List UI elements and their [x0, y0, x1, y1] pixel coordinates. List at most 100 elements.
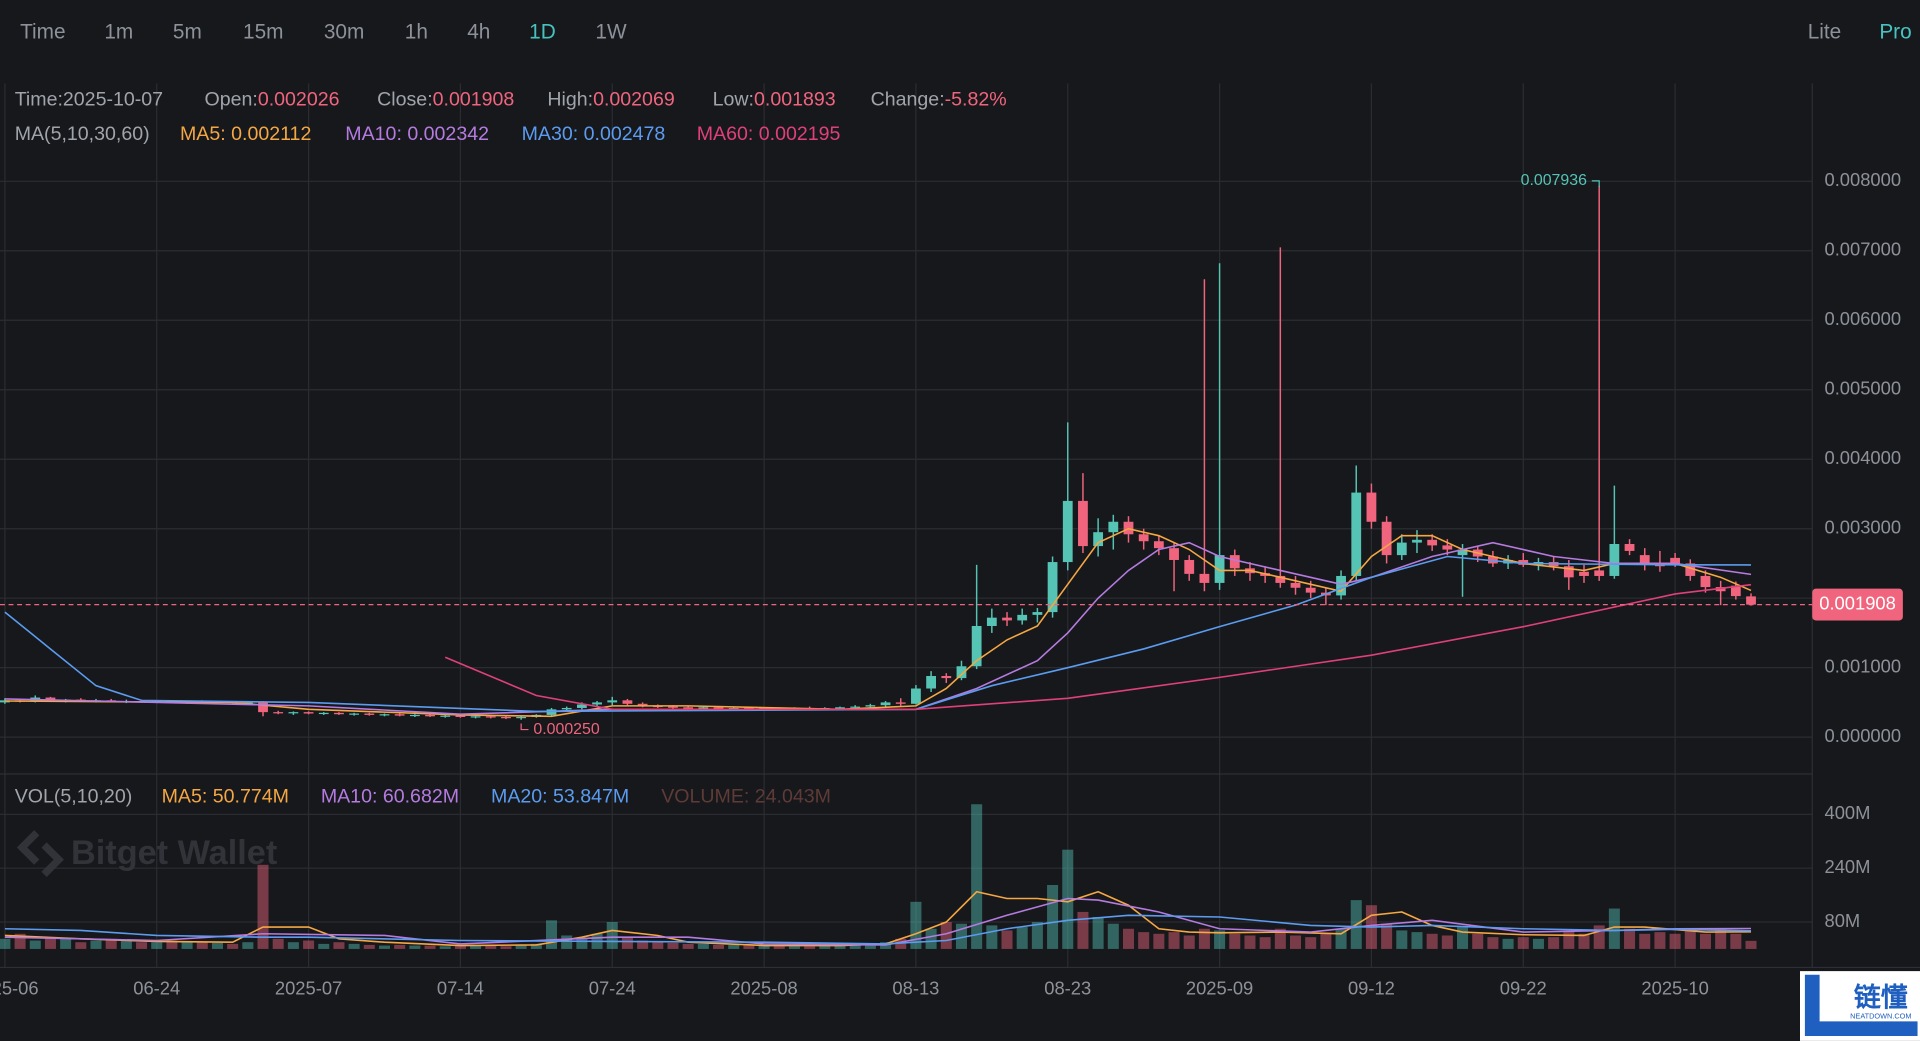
volume-bar — [227, 943, 239, 949]
candle-body — [941, 676, 952, 679]
info-label: Time: — [15, 89, 63, 111]
candle-body — [334, 712, 344, 715]
interval-tab[interactable]: 1m — [104, 21, 133, 44]
interval-tab[interactable]: 5m — [173, 21, 202, 44]
y-tick-label: 0.003000 — [1824, 517, 1901, 538]
y-tick-label: 80M — [1824, 910, 1860, 931]
info-item: Change:-5.82% — [871, 89, 1007, 111]
candle-body — [637, 703, 648, 706]
candle-body — [561, 707, 572, 710]
candle-body — [911, 688, 921, 704]
candle-body — [895, 702, 906, 704]
volume-bar — [60, 938, 72, 949]
candle-body — [926, 676, 936, 689]
volume-bar — [637, 940, 649, 949]
candle-body — [1609, 543, 1620, 576]
volume-bar — [546, 920, 558, 949]
volume-bar — [788, 946, 800, 949]
candle-body — [425, 714, 435, 717]
volume-bar — [1532, 938, 1544, 949]
volume-bar — [1122, 928, 1134, 949]
interval-tab[interactable]: Time — [20, 21, 65, 44]
mode-tab[interactable]: Lite — [1808, 21, 1842, 44]
interval-tab[interactable]: 30m — [324, 21, 364, 44]
volume-bar — [454, 945, 466, 949]
volume-bar — [1472, 933, 1484, 949]
volume-bar — [90, 940, 102, 949]
watermark-text: Bitget Wallet — [71, 834, 277, 872]
candle-body — [607, 700, 618, 703]
volume-bar — [136, 942, 148, 949]
volume-current: VOLUME: 24.043M — [661, 785, 831, 807]
interval-tab[interactable]: 15m — [243, 21, 283, 44]
interval-tab[interactable]: 1D — [529, 21, 556, 44]
candle-body — [1214, 555, 1225, 583]
info-value: 0.001908 — [433, 89, 515, 111]
volume-bar — [0, 938, 11, 949]
info-label: Open: — [204, 89, 257, 111]
y-tick-label: 0.006000 — [1824, 308, 1901, 329]
info-value: 0.002026 — [258, 89, 340, 111]
interval-tab[interactable]: 1W — [595, 21, 627, 44]
candle-body — [1351, 492, 1362, 576]
volume-bar — [394, 944, 406, 949]
interval-tab[interactable]: 1h — [405, 21, 428, 44]
candle-body — [698, 707, 709, 709]
candle-body — [516, 716, 527, 719]
candle-body — [1730, 585, 1741, 597]
logo-mark — [1804, 974, 1918, 1037]
volume-bar — [1684, 930, 1696, 949]
volume-bar — [1441, 935, 1453, 949]
x-tick-label: 2025-08 — [730, 977, 797, 998]
candle-body — [394, 714, 405, 716]
x-tick-label: 06-24 — [133, 977, 180, 998]
info-label: Close: — [377, 89, 433, 111]
legend-entry: MA5: 0.002112 — [180, 123, 311, 145]
volume-bar — [318, 943, 330, 949]
candle-body — [1412, 539, 1422, 543]
volume-bar — [1608, 908, 1620, 949]
candle-body — [1017, 614, 1028, 621]
candle-body — [1184, 559, 1195, 574]
volume-bar — [940, 922, 952, 949]
volume-bar — [14, 933, 26, 949]
volume-bar — [955, 923, 967, 949]
legend-entry: MA5: 50.774M — [162, 785, 289, 807]
volume-bar — [29, 940, 41, 949]
volume-bar — [1699, 933, 1711, 949]
y-tick-label: 0.008000 — [1824, 169, 1901, 190]
candle-body — [1138, 534, 1149, 542]
candle-body — [835, 707, 845, 709]
candle-body — [409, 714, 420, 717]
volume-bar — [819, 945, 831, 949]
candle-body — [242, 702, 253, 704]
candle-body — [1093, 532, 1104, 547]
candle-body — [1381, 521, 1392, 556]
candle-body — [1153, 541, 1164, 549]
candle-body — [364, 713, 375, 715]
x-tick-label: 07-14 — [437, 977, 484, 998]
x-tick-label: 2025-06 — [0, 977, 39, 998]
candle-body — [622, 700, 633, 704]
volume-bar — [621, 937, 633, 949]
volume-bar — [1198, 928, 1210, 949]
min-marker: 0.000250 — [533, 721, 599, 738]
interval-tab[interactable]: 4h — [467, 21, 490, 44]
volume-bar — [1153, 933, 1165, 949]
volume-bar — [363, 944, 375, 949]
volume-bar — [895, 938, 907, 949]
legend-entry: MA20: 53.847M — [491, 785, 629, 807]
info-value: 2025-10-07 — [63, 89, 163, 111]
candle-body — [1336, 575, 1346, 596]
mode-tab[interactable]: Pro — [1879, 21, 1911, 44]
info-item: High:0.002069 — [547, 89, 674, 111]
volume-bar — [1654, 932, 1666, 949]
ma-line — [4, 527, 1752, 718]
volume-bar — [910, 901, 922, 949]
candle-body — [1594, 570, 1605, 576]
logo-text: 链懂 — [1854, 981, 1908, 1012]
info-value: 0.002069 — [593, 89, 675, 111]
volume-bar — [44, 937, 56, 949]
volume-bar — [849, 944, 861, 949]
